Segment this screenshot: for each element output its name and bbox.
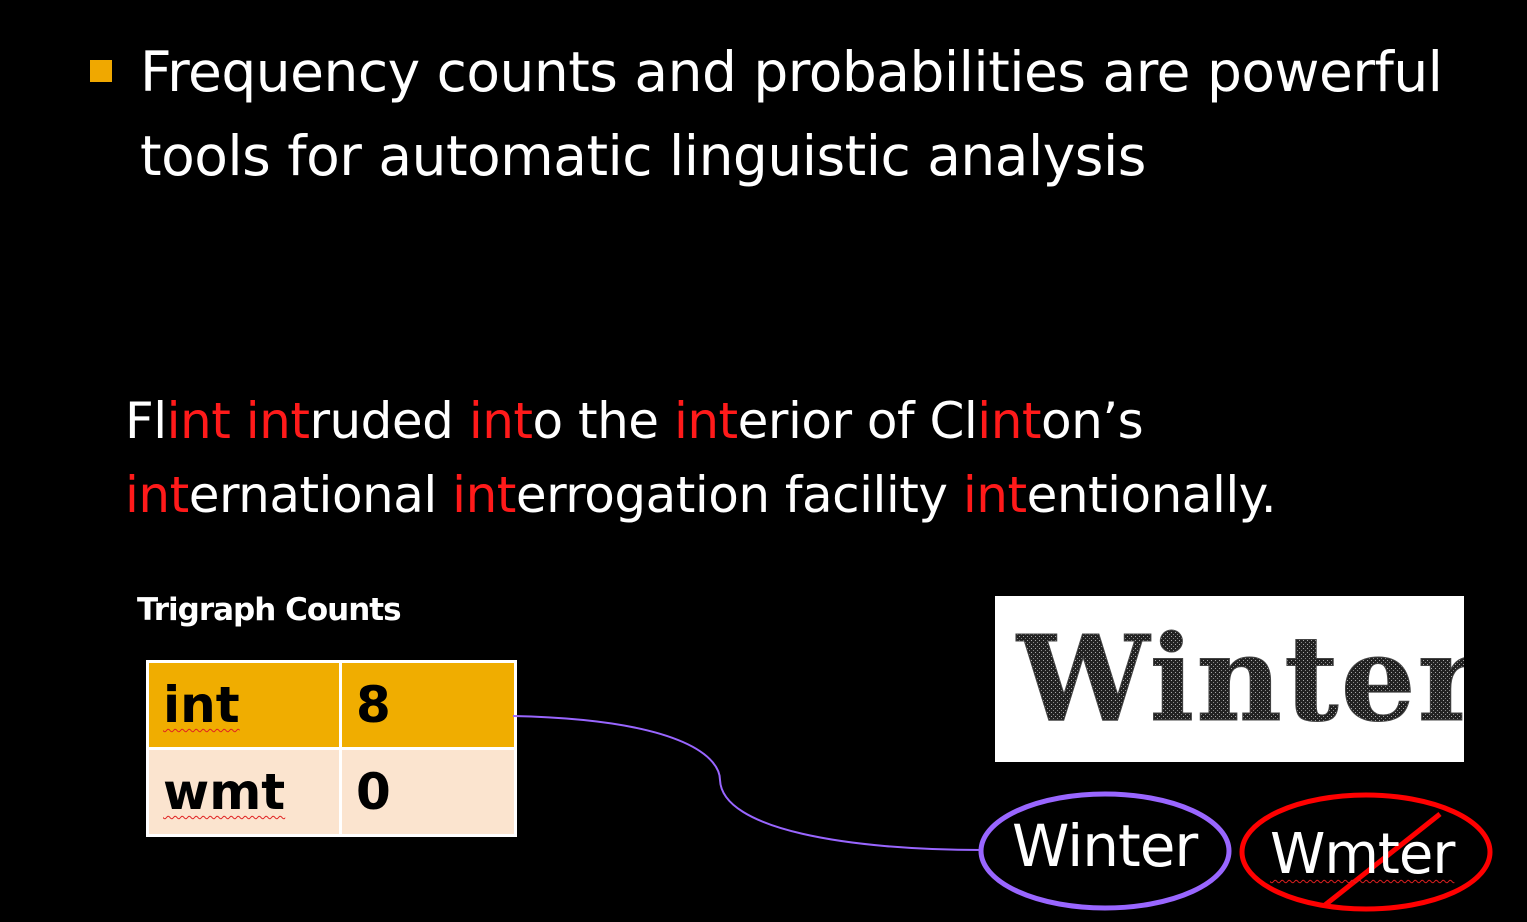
- connector-line: [512, 715, 983, 851]
- sentence-fragment: Fl: [125, 392, 167, 450]
- highlighted-trigraph: int: [468, 392, 533, 450]
- bullet-text: Frequency counts and probabilities are p…: [140, 30, 1525, 198]
- sentence-fragment: ernational: [188, 466, 453, 524]
- table-row: wmt 0: [146, 747, 517, 837]
- sentence-fragment: errogation facility: [515, 466, 963, 524]
- count-cell: 0: [339, 747, 517, 837]
- rejected-ellipse: [1239, 792, 1493, 912]
- count-cell: 8: [339, 660, 517, 750]
- highlighted-trigraph: int: [166, 392, 231, 450]
- accepted-word: Winter: [1012, 812, 1198, 880]
- sentence-fragment: ruded: [309, 392, 469, 450]
- bullet-marker: [90, 60, 112, 82]
- highlighted-trigraph: int: [125, 466, 189, 524]
- sentence-fragment: entionally.: [1026, 466, 1277, 524]
- rejected-word: Wmter: [1270, 822, 1455, 887]
- trigraph-cell: wmt: [146, 747, 342, 837]
- sentence-fragment: o the: [532, 392, 674, 450]
- highlighted-trigraph: int: [977, 392, 1041, 450]
- example-sentence: Flint intruded into the interior of Clin…: [125, 384, 1505, 532]
- accepted-ellipse: [978, 791, 1232, 911]
- sentence-fragment: on’s: [1040, 392, 1144, 450]
- highlighted-trigraph: int: [962, 466, 1027, 524]
- captcha-image: Winter: [995, 596, 1480, 762]
- highlighted-trigraph: int: [452, 466, 516, 524]
- bullet-line-2: tools for automatic linguistic analysis: [140, 124, 1146, 188]
- table-title: Trigraph Counts: [137, 592, 402, 628]
- strike-line: [1323, 812, 1442, 907]
- bullet-line-1: Frequency counts and probabilities are p…: [140, 40, 1443, 104]
- trigraph-table: int 8 wmt 0: [146, 660, 517, 837]
- highlighted-trigraph: int: [673, 392, 738, 450]
- highlighted-trigraph: int: [245, 392, 310, 450]
- table-row: int 8: [146, 660, 517, 750]
- sentence-fragment: erior of Cl: [737, 392, 978, 450]
- trigraph-cell: int: [146, 660, 342, 750]
- captcha-word: Winter: [1015, 609, 1464, 748]
